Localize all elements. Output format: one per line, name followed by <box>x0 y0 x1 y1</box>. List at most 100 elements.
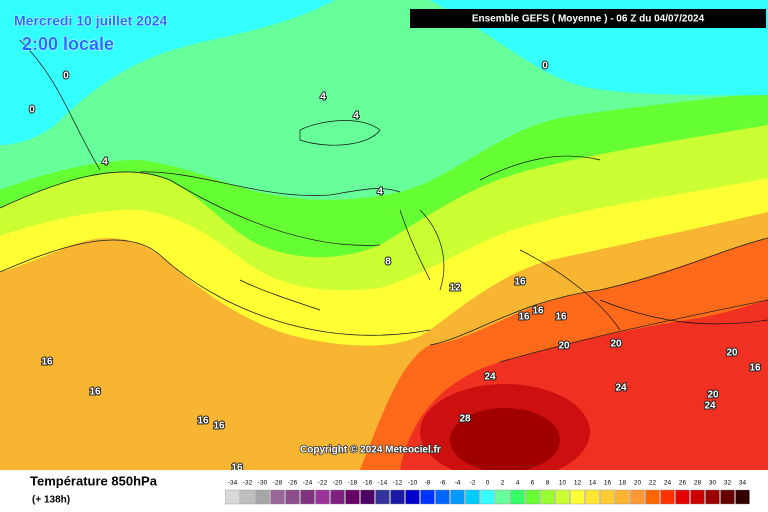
scale-label: -34 <box>228 480 238 487</box>
contour-label: 16 <box>532 306 544 317</box>
scale-swatch <box>705 489 720 505</box>
scale-swatch <box>495 489 510 505</box>
scale-label: 12 <box>574 480 582 487</box>
scale-label: -18 <box>348 480 358 487</box>
scale-swatch <box>360 489 375 505</box>
scale-swatch <box>375 489 390 505</box>
scale-label: 10 <box>559 480 567 487</box>
contour-label: 12 <box>449 283 461 294</box>
contour-label: 4 <box>353 111 359 122</box>
contour-label: 4 <box>320 92 326 103</box>
scale-swatch <box>225 489 240 505</box>
scale-swatch <box>540 489 555 505</box>
lead-time: (+ 138h) <box>32 495 70 506</box>
scale-label: -4 <box>455 480 461 487</box>
scale-label: -6 <box>440 480 446 487</box>
scale-swatch <box>315 489 330 505</box>
contour-label: 4 <box>102 157 108 168</box>
forecast-date: Mercredi 10 juillet 2024 <box>14 13 168 29</box>
contour-label: 16 <box>518 312 530 323</box>
scale-label: -32 <box>243 480 253 487</box>
scale-swatch <box>615 489 630 505</box>
contour-label: 8 <box>385 257 391 268</box>
contour-label: 20 <box>707 390 719 401</box>
contour-label: 4 <box>377 187 383 198</box>
scale-label: 8 <box>546 480 550 487</box>
scale-swatch <box>645 489 660 505</box>
map-field <box>0 0 768 480</box>
scale-swatch <box>420 489 435 505</box>
scale-label: 26 <box>679 480 687 487</box>
scale-label: -26 <box>288 480 298 487</box>
scale-label: -12 <box>393 480 403 487</box>
scale-label: -2 <box>470 480 476 487</box>
scale-swatch <box>675 489 690 505</box>
contour-label: 16 <box>555 312 567 323</box>
scale-label: 22 <box>649 480 657 487</box>
scale-swatch <box>600 489 615 505</box>
scale-swatch <box>735 489 750 505</box>
scale-label: -20 <box>333 480 343 487</box>
scale-label: -30 <box>258 480 268 487</box>
color-scale: -34 -32 -30 -28 -26 -24 -22 -20 -18 -16 -14 -12 -10-… <box>225 480 750 505</box>
contour-label: 24 <box>615 383 627 394</box>
scale-label: -8 <box>425 480 431 487</box>
scale-swatch <box>330 489 345 505</box>
copyright: Copyright © 2024 Meteociel.fr <box>300 445 441 456</box>
scale-label: 14 <box>589 480 597 487</box>
scale-label: -24 <box>303 480 313 487</box>
scale-label: 30 <box>709 480 717 487</box>
scale-label: 24 <box>664 480 672 487</box>
scale-swatch <box>510 489 525 505</box>
scale-swatch <box>285 489 300 505</box>
contour-label: 28 <box>459 414 471 425</box>
scale-swatch <box>300 489 315 505</box>
scale-label: -14 <box>378 480 388 487</box>
scale-label: 4 <box>516 480 520 487</box>
legend-title: Température 850hPa <box>30 473 158 488</box>
scale-label: 32 <box>724 480 732 487</box>
run-banner <box>410 9 766 28</box>
scale-label: 18 <box>619 480 627 487</box>
contour-label: 20 <box>610 339 622 350</box>
scale-swatch <box>465 489 480 505</box>
scale-label: -28 <box>273 480 283 487</box>
scale-swatch <box>630 489 645 505</box>
contour-label: 16 <box>41 357 53 368</box>
scale-swatch <box>270 489 285 505</box>
scale-swatch <box>525 489 540 505</box>
run-info: Ensemble GEFS ( Moyenne ) - 06 Z du 04/0… <box>472 14 705 25</box>
contour-label: 0 <box>542 61 548 72</box>
scale-swatch <box>720 489 735 505</box>
scale-swatch <box>570 489 585 505</box>
contour-label: 16 <box>197 416 209 427</box>
scale-swatch <box>240 489 255 505</box>
scale-label: 20 <box>634 480 642 487</box>
scale-swatch <box>690 489 705 505</box>
scale-swatch <box>345 489 360 505</box>
contour-label: 24 <box>704 401 716 412</box>
scale-label: 16 <box>604 480 612 487</box>
scale-label: -10 <box>408 480 418 487</box>
scale-swatch <box>405 489 420 505</box>
scale-swatch <box>585 489 600 505</box>
contour-label: 16 <box>514 277 526 288</box>
contour-label: 16 <box>89 387 101 398</box>
scale-label: -16 <box>363 480 373 487</box>
contour-label: 24 <box>484 372 496 383</box>
scale-label: 0 <box>486 480 490 487</box>
scale-label: 28 <box>694 480 702 487</box>
contour-label: 16 <box>749 363 761 374</box>
scale-swatch <box>555 489 570 505</box>
contour-label: 16 <box>213 421 225 432</box>
scale-swatch <box>480 489 495 505</box>
scale-swatch <box>435 489 450 505</box>
scale-label: 34 <box>739 480 747 487</box>
contour-label: 20 <box>726 348 738 359</box>
contour-label: 0 <box>29 105 35 116</box>
scale-swatch <box>390 489 405 505</box>
scale-label: -22 <box>318 480 328 487</box>
scale-swatch <box>450 489 465 505</box>
